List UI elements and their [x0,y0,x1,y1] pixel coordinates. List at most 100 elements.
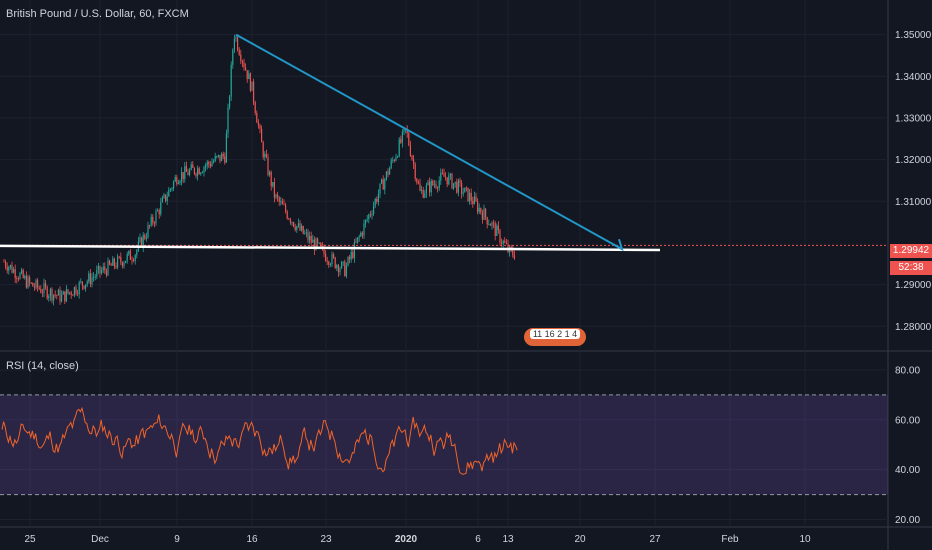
candle-body [488,224,490,226]
candle-body [409,145,411,156]
candle-body [219,154,221,162]
candle-body [441,172,443,174]
candle-body [241,60,243,63]
candle-body [357,237,359,243]
candle-body [425,185,427,194]
candle-body [128,250,130,254]
time-tick-label: 2020 [395,534,418,545]
candle-body [485,208,487,218]
rsi-band-fill [0,394,888,495]
candle-body [278,197,280,202]
candle-body [373,205,375,214]
candle-body [313,239,315,251]
candle-body [165,194,167,201]
time-axis[interactable]: 25 Dec 9 16 23 2020 6 13 20 27 Feb 10 [24,534,811,545]
candle-body [416,178,418,183]
price-tick-label: 1.32000 [895,155,932,166]
candle-body [62,291,64,295]
candle-body [72,294,74,296]
candle-body [69,292,71,294]
candle-body [104,266,106,271]
candle-body [265,154,267,158]
candle-body [387,171,389,175]
candle-body [155,211,157,224]
candle-body [78,282,80,294]
candle-body [467,187,469,202]
candle-body [11,265,13,273]
candle-body [136,250,138,256]
candle-body [229,96,231,108]
candle-body [93,276,95,278]
candle-body [262,142,264,158]
candle-body [121,262,123,267]
candle-body [320,242,322,247]
candle-body [403,128,405,132]
candle-body [381,179,383,184]
candle-body [64,291,66,302]
candle-body [392,159,394,161]
candle-body [389,168,391,175]
candle-body [77,293,79,295]
candle-body [25,276,27,288]
rsi-band [0,394,888,496]
candle-body [429,182,431,193]
candle-body [195,173,197,176]
candle-body [185,166,187,172]
candle-body [505,242,507,244]
candle-body [491,222,493,226]
candle-body [233,38,235,51]
candle-body [472,200,474,205]
time-tick-label: Dec [91,534,109,545]
candle-body [261,128,263,143]
candle-body [315,238,317,251]
candle-body [329,264,331,266]
candle-body [110,264,112,266]
candle-body [198,168,200,175]
price-axis[interactable]: 1.35000 1.34000 1.33000 1.32000 1.31000 1.290… [895,30,932,333]
rsi-axis[interactable]: 80.00 60.00 40.00 20.00 [895,365,920,526]
candle-body [393,159,395,161]
candle-body [299,223,301,231]
price-tick-label: 1.28000 [895,322,932,333]
candle-body [97,265,99,270]
candle-body [209,164,211,167]
trendline [235,33,623,251]
candle-body [440,172,442,181]
candle-body [443,173,445,177]
time-tick-label: 10 [799,534,811,545]
candle-body [174,177,176,182]
candle-body [112,258,114,266]
candle-body [13,269,15,273]
candle-body [328,261,330,265]
candle-body [38,287,40,289]
price-tick-label: 1.33000 [895,113,932,124]
candle-body [70,292,72,295]
candle-body [109,260,111,265]
candle-body [323,246,325,254]
candle-body [259,125,261,129]
candle-body [99,265,101,273]
candle-body [14,269,16,279]
candle-body [85,284,87,289]
candle-body [56,295,58,296]
candle-body [501,242,503,244]
candle-body [171,188,173,190]
candle-body [289,219,291,223]
candle-body [54,294,56,296]
events-badge[interactable]: 11 16 2 1 4 [524,328,586,346]
candle-body [272,182,274,187]
candle-body [454,181,456,184]
candle-body [217,154,219,157]
candle-body [494,223,496,236]
candle-body [237,37,239,50]
candle-body [382,179,384,190]
candle-body [8,267,10,271]
drawings[interactable] [0,33,888,252]
candle-body [493,222,495,224]
candle-body [349,256,351,260]
candle-body [347,256,349,266]
candle-body [395,156,397,161]
time-tick-label: 13 [502,534,514,545]
